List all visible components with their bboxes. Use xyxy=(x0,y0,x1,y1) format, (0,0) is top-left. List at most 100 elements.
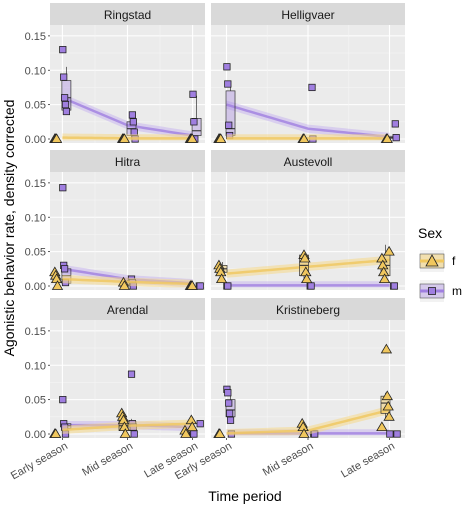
y-tick-label: 0.00 xyxy=(25,134,46,146)
data-point-f xyxy=(381,133,393,143)
y-tick-label: 0.00 xyxy=(25,281,46,293)
data-point-m xyxy=(226,409,234,417)
facet-title: Kristineberg xyxy=(276,303,340,317)
legend-title: Sex xyxy=(418,225,442,241)
data-point-m xyxy=(61,101,70,109)
data-point-m xyxy=(225,121,233,129)
trend-band-f xyxy=(226,405,390,436)
trend-band-m xyxy=(226,100,390,141)
data-point-f xyxy=(376,421,388,432)
facet-strip xyxy=(211,298,405,320)
panel-hitra: Hitra 0.00 0.05 0.10 0.15 xyxy=(25,150,205,293)
x-tick-label: Mid season xyxy=(261,440,316,479)
data-point-m xyxy=(393,430,401,438)
y-tick-label: 0.15 xyxy=(25,31,46,43)
data-point-f xyxy=(180,428,192,438)
data-point-m xyxy=(390,282,398,290)
data-point-m xyxy=(190,118,198,126)
y-tick-label: 0.10 xyxy=(25,360,46,372)
data-point-m xyxy=(224,80,232,88)
data-point-m xyxy=(223,63,231,71)
legend-key-triangle xyxy=(425,254,439,267)
data-point-f xyxy=(51,280,64,290)
data-point-f xyxy=(380,343,393,354)
data-point-f xyxy=(381,390,393,401)
data-point-f xyxy=(299,252,311,263)
data-point-m xyxy=(392,134,400,142)
facet-strip xyxy=(50,298,205,320)
data-point-m xyxy=(224,389,232,397)
data-point-m xyxy=(196,420,204,428)
data-point-f xyxy=(50,428,62,438)
data-point-m xyxy=(130,430,138,438)
trend-line-m xyxy=(61,96,193,137)
trend-line-f xyxy=(62,277,193,286)
x-tick-label: Late season xyxy=(339,440,397,480)
y-tick-label: 0.10 xyxy=(25,65,46,77)
data-point-f xyxy=(215,133,227,143)
data-point-f xyxy=(215,273,228,284)
legend-label: f xyxy=(452,254,456,268)
data-point-m xyxy=(308,83,316,92)
data-point-f xyxy=(186,133,198,143)
facet-title: Austevoll xyxy=(284,155,333,169)
data-point-f xyxy=(298,428,310,438)
data-point-f xyxy=(118,280,131,290)
legend-entry-f: f xyxy=(419,250,456,272)
data-point-f xyxy=(214,428,226,438)
x-tick-label: Mid season xyxy=(80,440,135,479)
trend-line-m xyxy=(226,103,390,139)
y-tick-label: 0.15 xyxy=(25,178,46,190)
trend-line-f xyxy=(226,258,390,275)
data-point-m xyxy=(224,282,232,290)
facet-strip xyxy=(211,3,405,25)
data-point-m xyxy=(225,399,233,407)
y-tick-label: 0.05 xyxy=(25,395,46,407)
data-point-m xyxy=(190,430,198,438)
x-axis-title: Time period xyxy=(208,488,281,504)
y-axis-title: Agonistic behavior rate, density correct… xyxy=(1,100,17,357)
facet-strip xyxy=(50,150,205,172)
data-point-m xyxy=(59,46,67,54)
facet-strip xyxy=(50,3,205,25)
data-point-f xyxy=(383,245,395,256)
data-point-f xyxy=(383,411,395,421)
data-point-m xyxy=(59,396,67,404)
data-point-f xyxy=(382,400,394,411)
x-tick-label: Early season xyxy=(9,440,70,482)
data-point-m xyxy=(226,416,235,424)
data-point-m xyxy=(128,111,136,119)
legend-key-square xyxy=(428,287,436,295)
data-point-m xyxy=(129,118,137,126)
facet-strip xyxy=(211,150,405,172)
trend-band-m xyxy=(62,93,193,140)
y-tick-label: 0.05 xyxy=(25,100,46,112)
legend-label: m xyxy=(452,284,462,298)
panel-helligvaer: Helligvaer xyxy=(211,3,405,143)
data-point-m xyxy=(61,94,69,102)
data-point-f xyxy=(186,421,198,432)
y-tick-label: 0.00 xyxy=(25,429,46,441)
data-point-m xyxy=(386,430,394,438)
data-point-f xyxy=(301,273,313,284)
facet-title: Arendal xyxy=(107,303,148,317)
panel-ringstad: Ringstad 0.00 0.05 0.10 0.15 xyxy=(25,3,205,146)
data-point-f xyxy=(119,428,131,438)
data-point-m xyxy=(60,73,68,81)
data-point-m xyxy=(391,120,399,128)
trend-line-f xyxy=(62,136,193,140)
data-point-m xyxy=(127,370,136,378)
data-point-f xyxy=(186,280,198,290)
facet-title: Ringstad xyxy=(104,8,151,22)
data-point-m xyxy=(61,265,69,273)
data-point-m xyxy=(62,107,71,116)
facet-title: Helligvaer xyxy=(281,8,334,22)
data-point-f xyxy=(298,133,310,143)
data-point-m xyxy=(59,184,67,192)
panel-austevoll: Austevoll xyxy=(211,150,405,290)
data-point-f xyxy=(50,133,63,143)
panel-arendal: Arendal 0.00 0.05 0.10 0.15 Early season Mid s… xyxy=(9,298,205,482)
